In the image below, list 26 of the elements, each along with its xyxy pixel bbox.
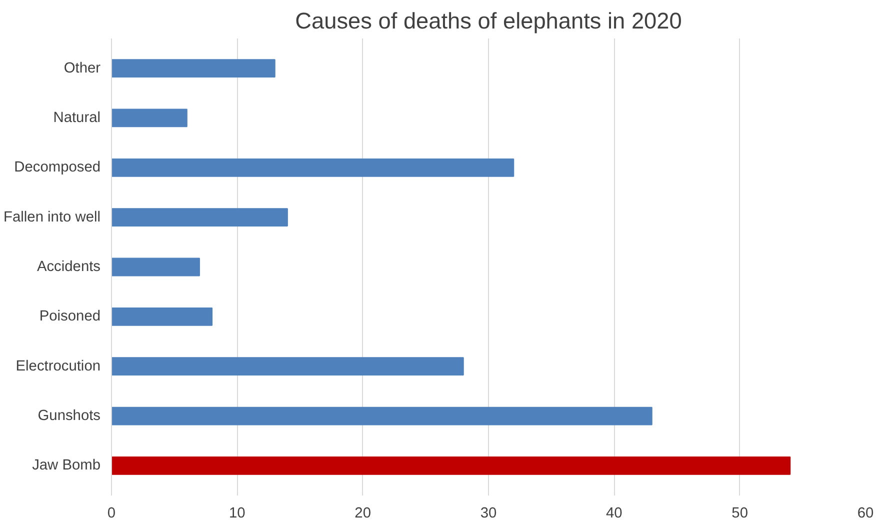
- x-tick-label: 30: [480, 506, 497, 522]
- y-tick-label: Other: [64, 60, 101, 76]
- bar: [112, 307, 213, 326]
- x-tick-label: 20: [354, 506, 371, 522]
- x-tick-label: 50: [732, 506, 748, 522]
- y-tick-label: Natural: [53, 110, 101, 126]
- bar: [112, 108, 188, 128]
- y-tick-label: Fallen into well: [4, 209, 101, 226]
- y-tick-label: Decomposed: [14, 160, 101, 176]
- x-tick-label: 10: [229, 506, 246, 522]
- x-tick-label: 40: [606, 506, 622, 522]
- bar: [112, 456, 791, 475]
- y-tick-label: Electrocution: [16, 358, 101, 374]
- chart-title: Causes of deaths of elephants in 2020: [295, 8, 682, 34]
- bar: [112, 59, 276, 78]
- bar: [112, 208, 288, 227]
- y-tick-label: Accidents: [36, 259, 101, 275]
- y-tick-label: Jaw Bomb: [32, 458, 101, 474]
- bar: [112, 258, 200, 276]
- y-tick-label: Gunshots: [38, 408, 100, 424]
- y-tick-label: Poisoned: [39, 308, 101, 325]
- x-tick-label: 60: [857, 506, 874, 522]
- bar: [112, 357, 464, 376]
- x-tick-label: 0: [107, 506, 116, 522]
- bar: [112, 406, 652, 426]
- bar: [112, 158, 514, 177]
